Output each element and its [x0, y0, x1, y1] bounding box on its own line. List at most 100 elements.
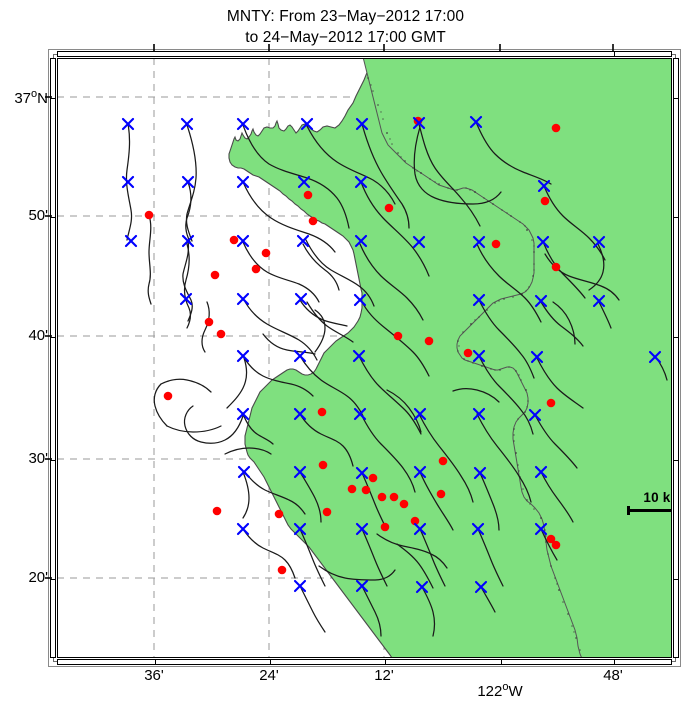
start-marker	[236, 234, 250, 248]
end-marker	[261, 248, 271, 258]
start-marker	[472, 407, 486, 421]
start-marker	[413, 522, 427, 536]
end-marker	[377, 492, 387, 502]
end-marker	[410, 516, 420, 526]
end-marker	[399, 499, 409, 509]
end-marker	[361, 485, 371, 495]
end-marker	[317, 407, 327, 417]
end-marker	[424, 336, 434, 346]
start-marker	[293, 579, 307, 593]
end-marker	[308, 216, 318, 226]
start-marker-group	[121, 115, 662, 594]
y-tick-label: 40'	[28, 327, 48, 344]
start-marker	[297, 175, 311, 189]
end-marker	[318, 460, 328, 470]
start-marker	[415, 580, 429, 594]
start-marker	[236, 175, 250, 189]
end-marker	[212, 506, 222, 516]
end-marker	[144, 210, 154, 220]
start-marker	[293, 465, 307, 479]
end-marker	[303, 190, 313, 200]
end-marker	[546, 534, 556, 544]
start-marker	[473, 466, 487, 480]
y-tick-label: 20'	[28, 569, 48, 586]
page-title: MNTY: From 23−May−2012 17:00 to 24−May−2…	[0, 6, 691, 48]
start-marker	[528, 408, 542, 422]
end-marker	[229, 235, 239, 245]
x-tick-label: 24'	[259, 667, 279, 684]
start-marker	[293, 522, 307, 536]
start-marker	[293, 349, 307, 363]
end-marker	[389, 492, 399, 502]
x-tick-label: 12'	[374, 667, 394, 684]
start-marker	[474, 580, 488, 594]
start-marker	[237, 465, 251, 479]
start-marker	[472, 235, 486, 249]
end-marker	[251, 264, 261, 274]
start-marker	[236, 292, 250, 306]
start-marker	[181, 175, 195, 189]
start-marker	[534, 465, 548, 479]
start-marker	[534, 294, 548, 308]
start-marker	[124, 234, 138, 248]
start-marker	[236, 522, 250, 536]
start-marker	[179, 292, 193, 306]
start-marker	[300, 117, 314, 131]
x-tick-label: 122oW	[477, 681, 523, 700]
start-marker	[537, 179, 551, 193]
left-tick-strip	[50, 58, 56, 658]
end-marker	[491, 239, 501, 249]
start-marker	[353, 293, 367, 307]
start-marker	[592, 235, 606, 249]
start-marker	[355, 579, 369, 593]
end-marker	[551, 540, 561, 550]
start-marker	[592, 294, 606, 308]
start-marker	[121, 117, 135, 131]
map-plot-area[interactable]: 10 km	[57, 58, 672, 658]
coastline-detail-layer	[362, 58, 672, 658]
start-marker	[236, 349, 250, 363]
start-marker	[530, 350, 544, 364]
start-marker	[471, 522, 485, 536]
start-marker	[354, 175, 368, 189]
scale-bar: 10 km	[627, 490, 672, 515]
start-marker	[412, 235, 426, 249]
map-frame: 10 km	[45, 44, 681, 667]
start-marker	[472, 293, 486, 307]
start-marker	[472, 349, 486, 363]
start-marker	[648, 350, 662, 364]
end-marker	[274, 509, 284, 519]
trajectory-layer	[125, 121, 668, 637]
end-marker	[216, 329, 226, 339]
bottom-tick-strip	[57, 659, 672, 665]
end-marker	[277, 565, 287, 575]
start-marker	[236, 117, 250, 131]
y-tick-label: 37oN	[14, 88, 48, 107]
right-tick-strip	[673, 58, 679, 658]
x-tick-label: 36'	[144, 667, 164, 684]
start-marker	[536, 235, 550, 249]
end-marker	[210, 270, 220, 280]
start-marker	[413, 465, 427, 479]
scale-bar-rule	[627, 506, 672, 515]
y-tick-label: 50'	[28, 207, 48, 224]
end-marker	[551, 262, 561, 272]
end-marker	[436, 489, 446, 499]
end-marker	[368, 473, 378, 483]
end-marker	[438, 456, 448, 466]
start-marker	[121, 175, 135, 189]
land-mass	[362, 58, 672, 658]
end-marker	[393, 331, 403, 341]
x-tick-value: 122	[477, 683, 503, 700]
start-marker	[469, 115, 483, 129]
y-tick-label: 30'	[28, 450, 48, 467]
start-marker	[353, 407, 367, 421]
start-marker	[355, 117, 369, 131]
top-tick-strip	[57, 51, 672, 57]
end-marker	[540, 196, 550, 206]
end-marker	[463, 348, 473, 358]
end-marker	[546, 398, 556, 408]
start-marker	[296, 234, 310, 248]
outer-ticks	[45, 44, 614, 579]
start-markers-layer	[121, 115, 662, 594]
